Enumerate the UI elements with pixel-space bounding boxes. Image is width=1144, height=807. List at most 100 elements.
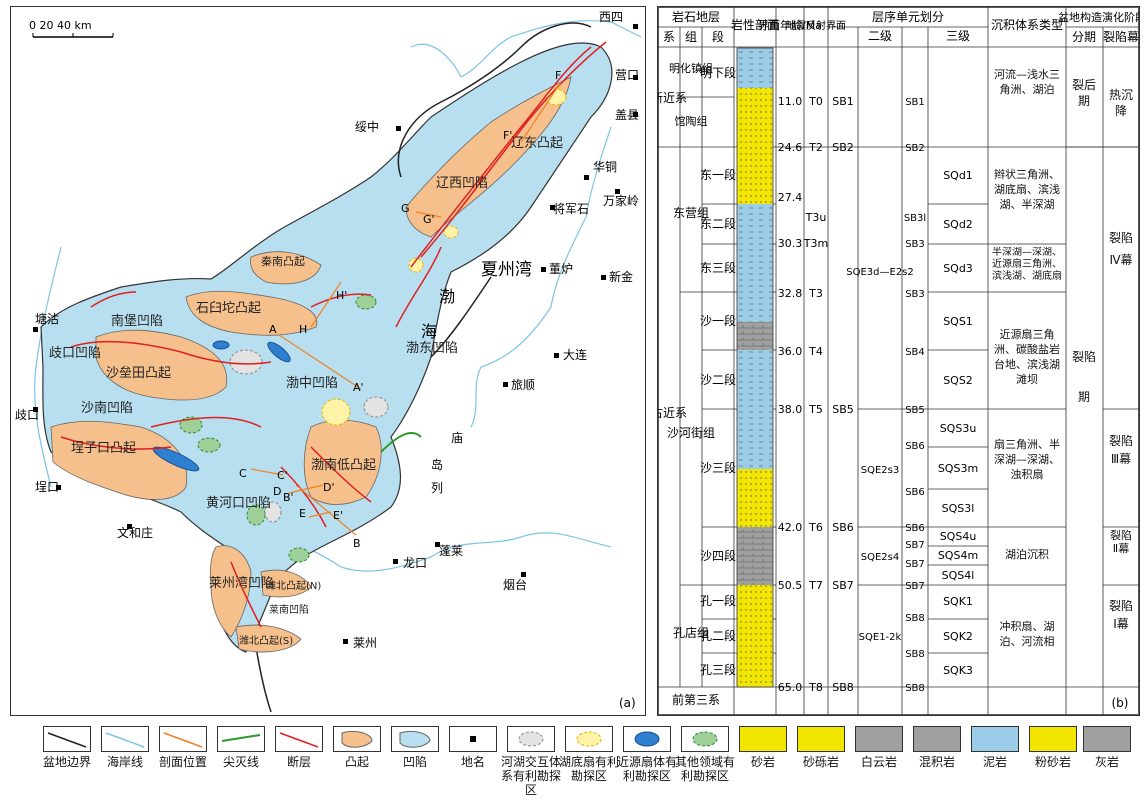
svg-text:盆地构造演化阶段: 盆地构造演化阶段 [1058,10,1139,24]
svg-text:SB3l: SB3l [904,213,926,224]
legend-limestone: 灰岩 [1076,726,1138,769]
second-order: SB1 SB2 SB5 SB6 SB7 SB8 SQE3d—E2s2 SQE2s… [832,95,914,694]
svg-text:SQE1-2k: SQE1-2k [859,632,902,643]
svg-text:SB6: SB6 [905,441,925,452]
svg-text:莱州湾凹陷: 莱州湾凹陷 [209,575,274,591]
svg-text:F: F [555,69,561,82]
svg-text:SB6: SB6 [905,487,925,498]
episode-1: 裂陷Ⅰ幕 [1109,599,1133,631]
section-lines [250,81,562,536]
svg-text:SQS1: SQS1 [943,315,973,328]
svg-text:岛: 岛 [431,457,443,472]
lithology-column [736,47,774,688]
svg-text:E: E [299,507,306,520]
svg-text:石臼坨凸起: 石臼坨凸起 [196,300,261,316]
svg-text:前第三系: 前第三系 [672,692,720,707]
structural-labels: 秦南凸起 石臼坨凸起 沙垒田凸起 南堡凹陷 歧口凹陷 渤中凹陷 沙南凹陷 埕子口… [49,136,563,647]
deposit-2: 辫状三角洲、湖底扇、滨浅湖、半深湖 [994,168,1060,211]
svg-text:东营组: 东营组 [673,206,709,220]
svg-text:沙三段: 沙三段 [700,460,736,475]
legend-mudstone: 泥岩 [964,726,1026,769]
svg-text:SB7: SB7 [905,581,925,592]
svg-text:SB8: SB8 [905,613,925,624]
svg-text:埕子口凸起: 埕子口凸起 [71,440,136,456]
svg-text:渤南低凸起: 渤南低凸起 [311,457,376,473]
svg-text:SB8: SB8 [832,681,854,694]
legend-uplift: 凸起 [326,726,388,769]
svg-text:SQS4u: SQS4u [940,530,977,543]
svg-text:新金: 新金 [609,269,633,284]
svg-text:SQS3l: SQS3l [942,502,975,515]
deposit-6: 湖泊沉积 [1005,548,1049,561]
svg-text:SB6: SB6 [905,523,925,534]
svg-text:系: 系 [663,30,675,44]
svg-text:24.6: 24.6 [778,141,803,154]
svg-text:38.0: 38.0 [778,403,803,416]
svg-text:营口: 营口 [615,68,639,82]
sequences: SQd1 SQd2 SQd3 SQS1 SQS2 SQS3u SQS3m SQS… [938,169,978,677]
svg-text:莱南凹陷: 莱南凹陷 [269,603,309,616]
basin-boundary [255,22,592,713]
svg-text:SQE2s3: SQE2s3 [861,465,899,476]
pinch-out-line [380,432,422,453]
svg-text:T5: T5 [808,403,823,416]
svg-text:SQE2s4: SQE2s4 [861,552,899,563]
svg-text:辽西凹陷: 辽西凹陷 [436,176,488,191]
svg-text:秦南凸起: 秦南凸起 [261,254,305,268]
svg-text:沙一段: 沙一段 [700,313,736,328]
svg-text:G': G' [423,213,435,226]
svg-text:大连: 大连 [563,347,587,362]
svg-text:文和庄: 文和庄 [117,525,153,540]
svg-text:沙二段: 沙二段 [700,372,736,387]
svg-text:30.3: 30.3 [778,237,803,250]
svg-text:C: C [239,467,247,480]
svg-text:沉积体系类型: 沉积体系类型 [991,18,1063,32]
legend-section: 剖面位置 [152,726,214,769]
svg-text:盖县: 盖县 [615,108,639,122]
deposit-3: 半深湖—深湖、近源扇三角洲、滨浅湖、湖底扇 [992,247,1062,282]
svg-text:东二段: 东二段 [700,216,736,231]
faults [60,41,607,628]
svg-text:SB1: SB1 [832,95,854,108]
legend: 盆地边界 海岸线 剖面位置 尖灭线 断层 凸起 凹陷 地名 河湖交互体系有利勘探… [36,726,1136,806]
svg-text:东三段: 东三段 [700,260,736,275]
svg-text:SB8: SB8 [905,683,925,694]
svg-text:列: 列 [431,481,443,495]
svg-text:孔三段: 孔三段 [700,662,736,677]
column-grid [658,7,1139,715]
svg-text:G: G [401,202,410,215]
legend-fav-proximal: 近源扇体有利勘探区 [616,726,678,783]
deposit-5: 扇三角洲、半深湖—深湖、浊积扇 [994,438,1060,481]
legend-fault: 断层 [268,726,330,769]
svg-text:D: D [273,485,281,498]
svg-text:孔二段: 孔二段 [700,628,736,643]
svg-text:沙南凹陷: 沙南凹陷 [81,400,133,416]
svg-text:36.0: 36.0 [778,345,803,358]
svg-text:SB2: SB2 [832,141,854,154]
svg-text:C': C' [277,469,288,482]
episode-3: 裂陷Ⅲ幕 [1109,434,1133,466]
deposit-7: 冲积扇、湖泊、河流相 [999,620,1055,648]
svg-text:T0: T0 [808,95,823,108]
legend-siltstone: 粉砂岩 [1022,726,1084,769]
svg-text:渤中凹陷: 渤中凹陷 [286,375,338,391]
svg-text:裂陷幕: 裂陷幕 [1103,29,1139,44]
svg-text:华铜: 华铜 [593,159,617,174]
svg-text:H: H [299,323,307,336]
city-markers [33,24,638,644]
legend-fav-river: 河湖交互体系有利勘探区 [500,726,562,797]
column-panel-label: (b) [1112,696,1129,710]
svg-text:SQS3m: SQS3m [938,462,978,475]
svg-text:孔一段: 孔一段 [700,593,736,608]
svg-text:SB7: SB7 [905,559,925,570]
svg-text:65.0: 65.0 [778,681,803,694]
svg-text:馆陶组: 馆陶组 [675,114,708,128]
svg-text:T7: T7 [808,579,823,592]
svg-text:地震反射界面: 地震反射界面 [786,19,846,32]
svg-text:旅顺: 旅顺 [511,378,535,392]
svg-text:SB3: SB3 [905,239,925,250]
legend-basin-boundary: 盆地边界 [36,726,98,769]
scale-label: 0 20 40 km [29,19,92,32]
svg-text:段: 段 [712,29,724,44]
svg-text:组: 组 [685,30,697,44]
